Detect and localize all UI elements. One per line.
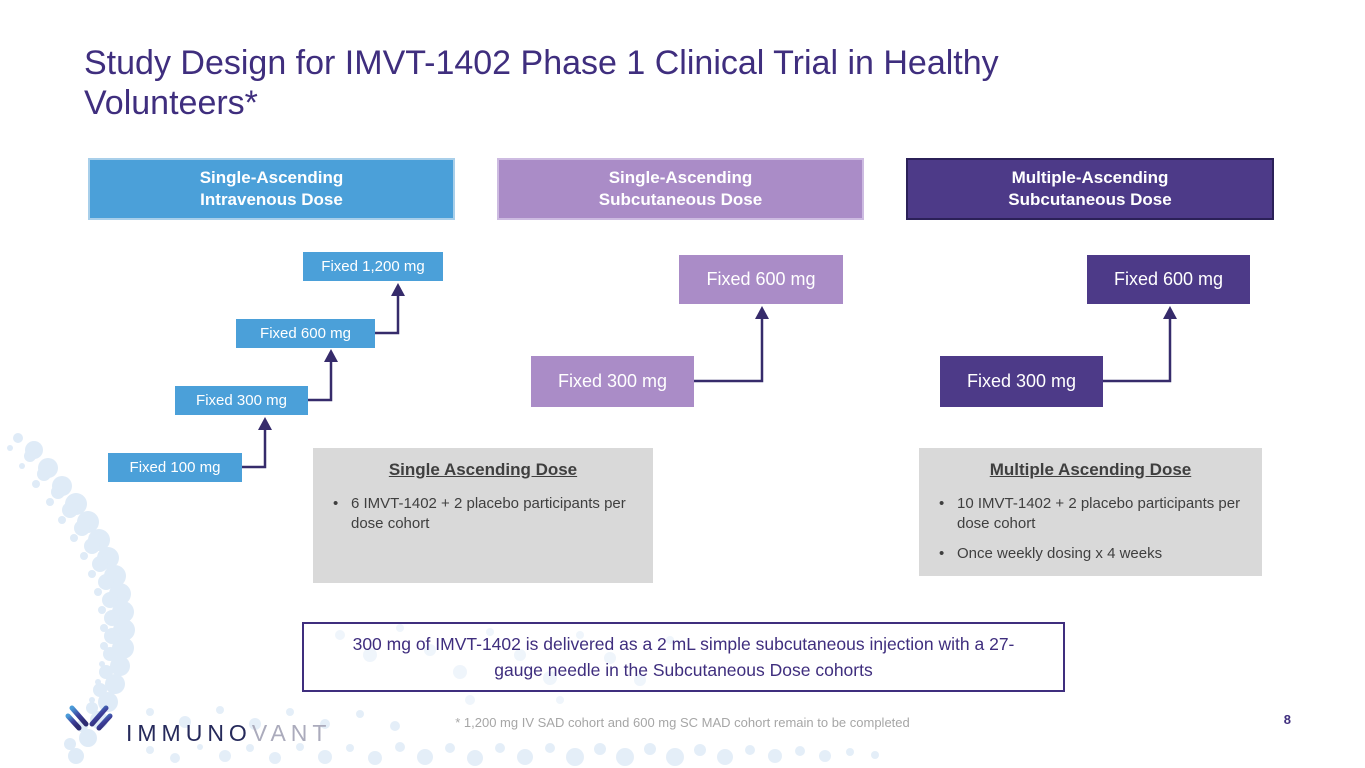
dose-box-iv-1200mg: Fixed 1,200 mg — [303, 252, 443, 281]
header-line2: Subcutaneous Dose — [1008, 190, 1172, 209]
arrow-iv-600-to-1200 — [375, 295, 400, 335]
callout-text: 300 mg of IMVT-1402 is delivered as a 2 … — [352, 633, 1015, 680]
page-number: 8 — [1283, 712, 1291, 727]
header-line2: Intravenous Dose — [200, 190, 343, 209]
dose-box-iv-300mg: Fixed 300 mg — [175, 386, 308, 415]
info-box-multiple-ascending-dose: Multiple Ascending Dose 10 IMVT-1402 + 2… — [919, 448, 1262, 576]
info-box-single-ascending-dose: Single Ascending Dose 6 IMVT-1402 + 2 pl… — [313, 448, 653, 583]
dose-box-sc-300mg: Fixed 300 mg — [531, 356, 694, 407]
dose-box-iv-600mg: Fixed 600 mg — [236, 319, 375, 348]
dose-box-mad-600mg: Fixed 600 mg — [1087, 255, 1250, 304]
injection-callout-box: 300 mg of IMVT-1402 is delivered as a 2 … — [302, 622, 1065, 692]
arrow-iv-300-to-600 — [308, 361, 333, 402]
slide-title-line2: Volunteers* — [84, 83, 258, 122]
dose-box-iv-100mg: Fixed 100 mg — [108, 453, 242, 482]
header-line2: Subcutaneous Dose — [598, 190, 763, 209]
immunovant-logo: IMMUNOVANT — [60, 696, 331, 756]
header-single-ascending-intravenous: Single-Ascending Intravenous Dose — [88, 158, 455, 220]
info-box-bullet-list: 10 IMVT-1402 + 2 placebo participants pe… — [933, 494, 1248, 564]
logo-wordmark: IMMUNOVANT — [126, 720, 331, 747]
info-box-bullet-list: 6 IMVT-1402 + 2 placebo participants per… — [327, 494, 639, 535]
header-line1: Single-Ascending — [199, 167, 344, 187]
antibody-icon — [65, 705, 113, 754]
arrow-iv-100-to-300 — [242, 429, 267, 469]
logo-text-vant: VANT — [251, 719, 332, 746]
info-box-title: Multiple Ascending Dose — [989, 460, 1192, 479]
dose-box-sc-600mg: Fixed 600 mg — [679, 255, 843, 304]
dose-box-mad-300mg: Fixed 300 mg — [940, 356, 1103, 407]
header-single-ascending-subcutaneous: Single-Ascending Subcutaneous Dose — [497, 158, 864, 220]
footnote: * 1,200 mg IV SAD cohort and 600 mg SC M… — [455, 715, 910, 730]
header-multiple-ascending-subcutaneous: Multiple-Ascending Subcutaneous Dose — [906, 158, 1274, 220]
slide-title-line1: Study Design for IMVT-1402 Phase 1 Clini… — [84, 44, 999, 82]
logo-text-immuno: IMMUNO — [126, 719, 252, 746]
slide-title: Study Design for IMVT-1402 Phase 1 Clini… — [84, 44, 1264, 124]
header-line1: Single-Ascending — [608, 167, 753, 187]
header-line1: Multiple-Ascending — [1011, 167, 1169, 187]
arrow-sc-300-to-600 — [694, 318, 764, 383]
bullet-item: Once weekly dosing x 4 weeks — [933, 544, 1248, 565]
bullet-item: 6 IMVT-1402 + 2 placebo participants per… — [327, 494, 639, 535]
bullet-item: 10 IMVT-1402 + 2 placebo participants pe… — [933, 494, 1248, 535]
info-box-title: Single Ascending Dose — [388, 460, 578, 479]
arrow-mad-300-to-600 — [1103, 318, 1172, 383]
